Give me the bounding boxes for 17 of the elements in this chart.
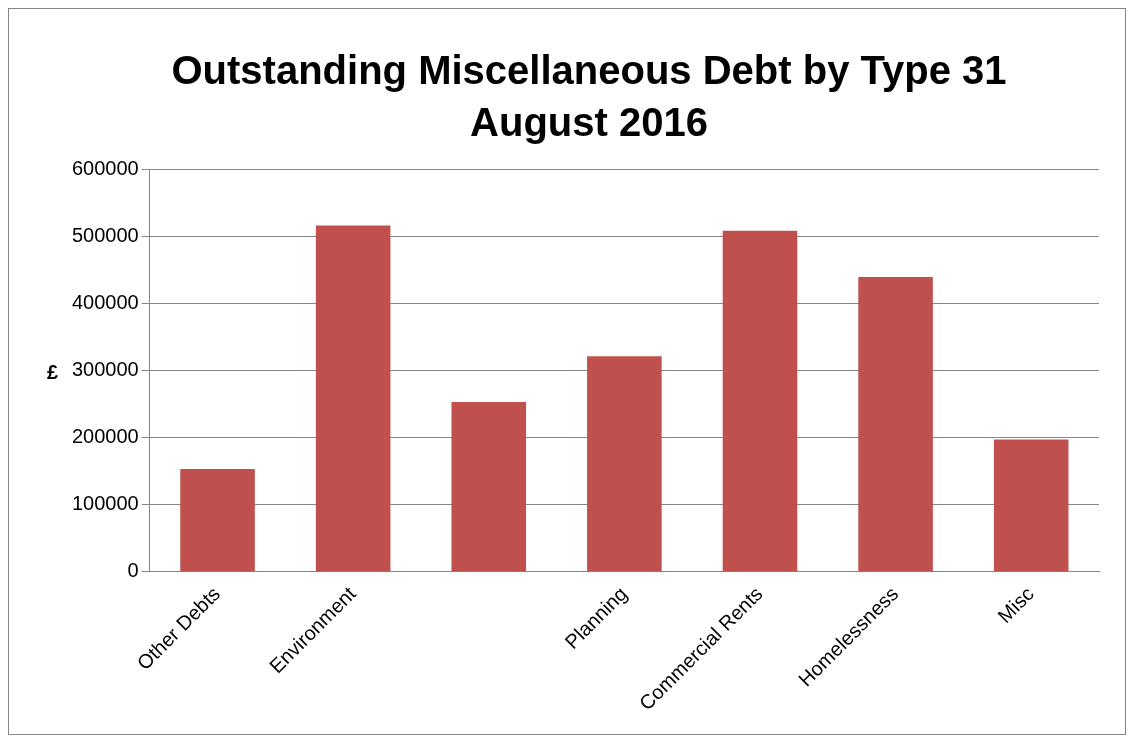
y-tick-label: 0 <box>127 559 139 582</box>
chart-title: Outstanding Miscellaneous Debt by Type 31 August 2016 <box>170 47 1008 146</box>
bar <box>722 230 798 572</box>
y-tick-label: 600000 <box>71 156 139 179</box>
bar <box>180 469 255 572</box>
bar <box>451 401 527 572</box>
y-tick-label: 100000 <box>71 492 139 515</box>
y-tick-label: 500000 <box>71 223 139 246</box>
y-axis-title: £ <box>47 361 59 384</box>
bar <box>315 225 391 572</box>
bar <box>587 356 662 572</box>
y-tick-label: 400000 <box>71 290 139 313</box>
y-tick-label: 200000 <box>71 425 139 447</box>
bar <box>858 277 933 572</box>
bar <box>993 439 1069 572</box>
y-tick-label: 300000 <box>71 357 139 380</box>
x-tick-label: Misc <box>993 582 1038 628</box>
